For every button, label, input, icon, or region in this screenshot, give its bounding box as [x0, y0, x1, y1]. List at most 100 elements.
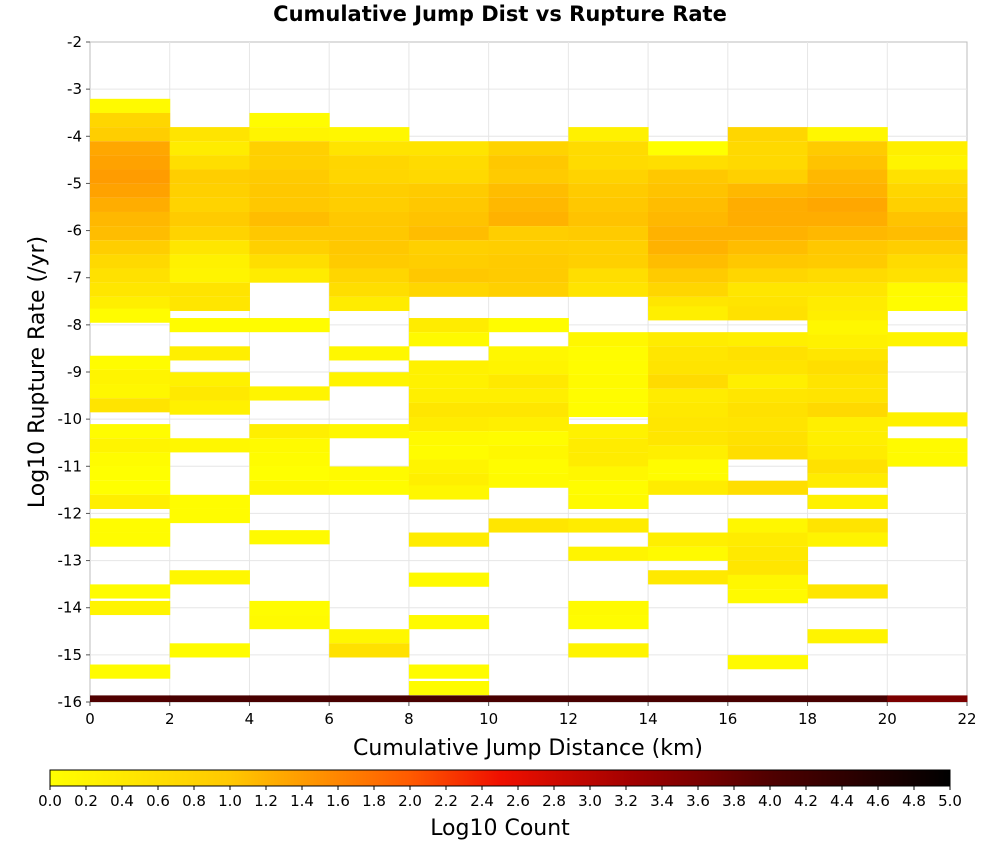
heatmap-cell: [648, 254, 729, 269]
colorbar-tick-label: 0.0: [38, 792, 62, 810]
heatmap-cell: [727, 268, 809, 283]
heatmap-cell: [169, 695, 250, 702]
colorbar-tick-label: 4.4: [830, 792, 854, 810]
y-tick-label: -16: [58, 693, 83, 711]
heatmap-cell: [408, 318, 490, 333]
heatmap-cell: [727, 332, 809, 347]
heatmap-cell: [488, 268, 569, 283]
heatmap-cell: [249, 452, 330, 467]
heatmap-cell: [568, 438, 649, 453]
heatmap-cell: [887, 438, 968, 453]
heatmap-cell: [727, 518, 809, 533]
heatmap-cell: [648, 306, 729, 321]
heatmap-cell: [568, 424, 649, 439]
heatmap-cell: [90, 695, 171, 702]
heatmap-cell: [648, 546, 729, 561]
heatmap-cell: [648, 480, 729, 495]
heatmap-cell: [807, 445, 888, 460]
heatmap-cell: [329, 643, 410, 658]
heatmap-cell: [249, 438, 330, 453]
heatmap-cell: [727, 589, 809, 604]
colorbar-tick-label: 3.0: [578, 792, 602, 810]
colorbar-tick-label: 3.8: [722, 792, 746, 810]
heatmap-cell: [488, 282, 569, 297]
heatmap-cell: [90, 226, 171, 241]
y-tick-label: -3: [67, 80, 82, 98]
heatmap-cell: [807, 169, 888, 184]
y-tick-label: -11: [58, 457, 83, 475]
heatmap-cell: [329, 480, 410, 495]
heatmap-cell: [727, 346, 809, 361]
heatmap-cell: [90, 532, 171, 547]
heatmap-cell: [249, 197, 330, 212]
heatmap-cell: [408, 402, 490, 418]
heatmap-cell: [90, 169, 171, 184]
heatmap-cell: [488, 473, 569, 488]
heatmap-cell: [249, 268, 330, 283]
axes: 0 2 4 6 8 10 12 14 16 18 20 22 -2 -3 -4 -5 -6 -7 -8 -9 -10 -1…: [58, 33, 977, 728]
heatmap-cell: [807, 226, 888, 241]
colorbar: [49, 769, 951, 787]
heatmap-cell: [408, 169, 490, 184]
heatmap-cell: [568, 695, 649, 702]
heatmap-cell: [169, 570, 250, 585]
x-tick-label: 6: [324, 710, 334, 728]
colorbar-tick-label: 0.6: [146, 792, 170, 810]
heatmap-cell: [169, 346, 250, 361]
y-tick-label: -7: [67, 269, 82, 287]
heatmap-cell: [488, 254, 569, 269]
heatmap-cell: [807, 334, 888, 349]
heatmap-cell: [727, 574, 809, 590]
heatmap-cell: [90, 254, 171, 269]
heatmap-cell: [648, 226, 729, 241]
heatmap-cell: [648, 268, 729, 283]
heatmap-cell: [408, 572, 490, 587]
heatmap-cell: [887, 211, 968, 227]
colorbar-tick-label: 4.0: [758, 792, 782, 810]
heatmap-cell: [90, 584, 171, 599]
heatmap-cell: [249, 386, 330, 401]
colorbar-tick-label: 4.8: [902, 792, 926, 810]
heatmap-cell: [90, 480, 171, 495]
heatmap-cell: [568, 240, 649, 255]
heatmap-cell: [727, 560, 809, 575]
heatmap-cell: [648, 445, 729, 460]
heatmap-cell: [249, 615, 330, 630]
heatmap-cell: [90, 398, 171, 413]
heatmap-cell: [887, 183, 968, 198]
heatmap-cell: [807, 240, 888, 255]
heatmap-cell: [648, 197, 729, 212]
heatmap-cell: [648, 240, 729, 255]
colorbar-tick-label: 4.6: [866, 792, 890, 810]
heatmap-cell: [727, 695, 809, 702]
heatmap-cell: [329, 197, 410, 212]
heatmap-cell: [568, 346, 649, 361]
heatmap-cell: [568, 332, 649, 347]
heatmap-cell: [648, 374, 729, 389]
heatmap-cell: [249, 226, 330, 241]
heatmap-cell: [887, 268, 968, 283]
heatmap-cell: [408, 388, 490, 403]
colorbar-tick-label: 2.4: [470, 792, 494, 810]
heatmap-cell: [329, 226, 410, 241]
heatmap-cell: [329, 282, 410, 297]
heatmap-cell: [488, 183, 569, 198]
heatmap-cell: [887, 169, 968, 184]
heatmap-cell: [90, 308, 171, 323]
heatmap-cell: [727, 360, 809, 375]
x-tick-label: 4: [245, 710, 255, 728]
heatmap-cell: [169, 400, 250, 415]
heatmap-cell: [249, 169, 330, 184]
colorbar-tick-label: 2.2: [434, 792, 458, 810]
heatmap-cell: [408, 240, 490, 255]
heatmap-cell: [568, 141, 649, 156]
heatmap-cell: [90, 384, 171, 399]
heatmap-cell: [329, 695, 410, 702]
heatmap-cell: [90, 211, 171, 227]
heatmap-cell: [648, 183, 729, 198]
heatmap-cell: [807, 296, 888, 311]
heatmap-cell: [488, 402, 569, 418]
heatmap-cell: [568, 183, 649, 198]
heatmap-cell: [169, 494, 250, 509]
heatmap-cell: [648, 346, 729, 361]
